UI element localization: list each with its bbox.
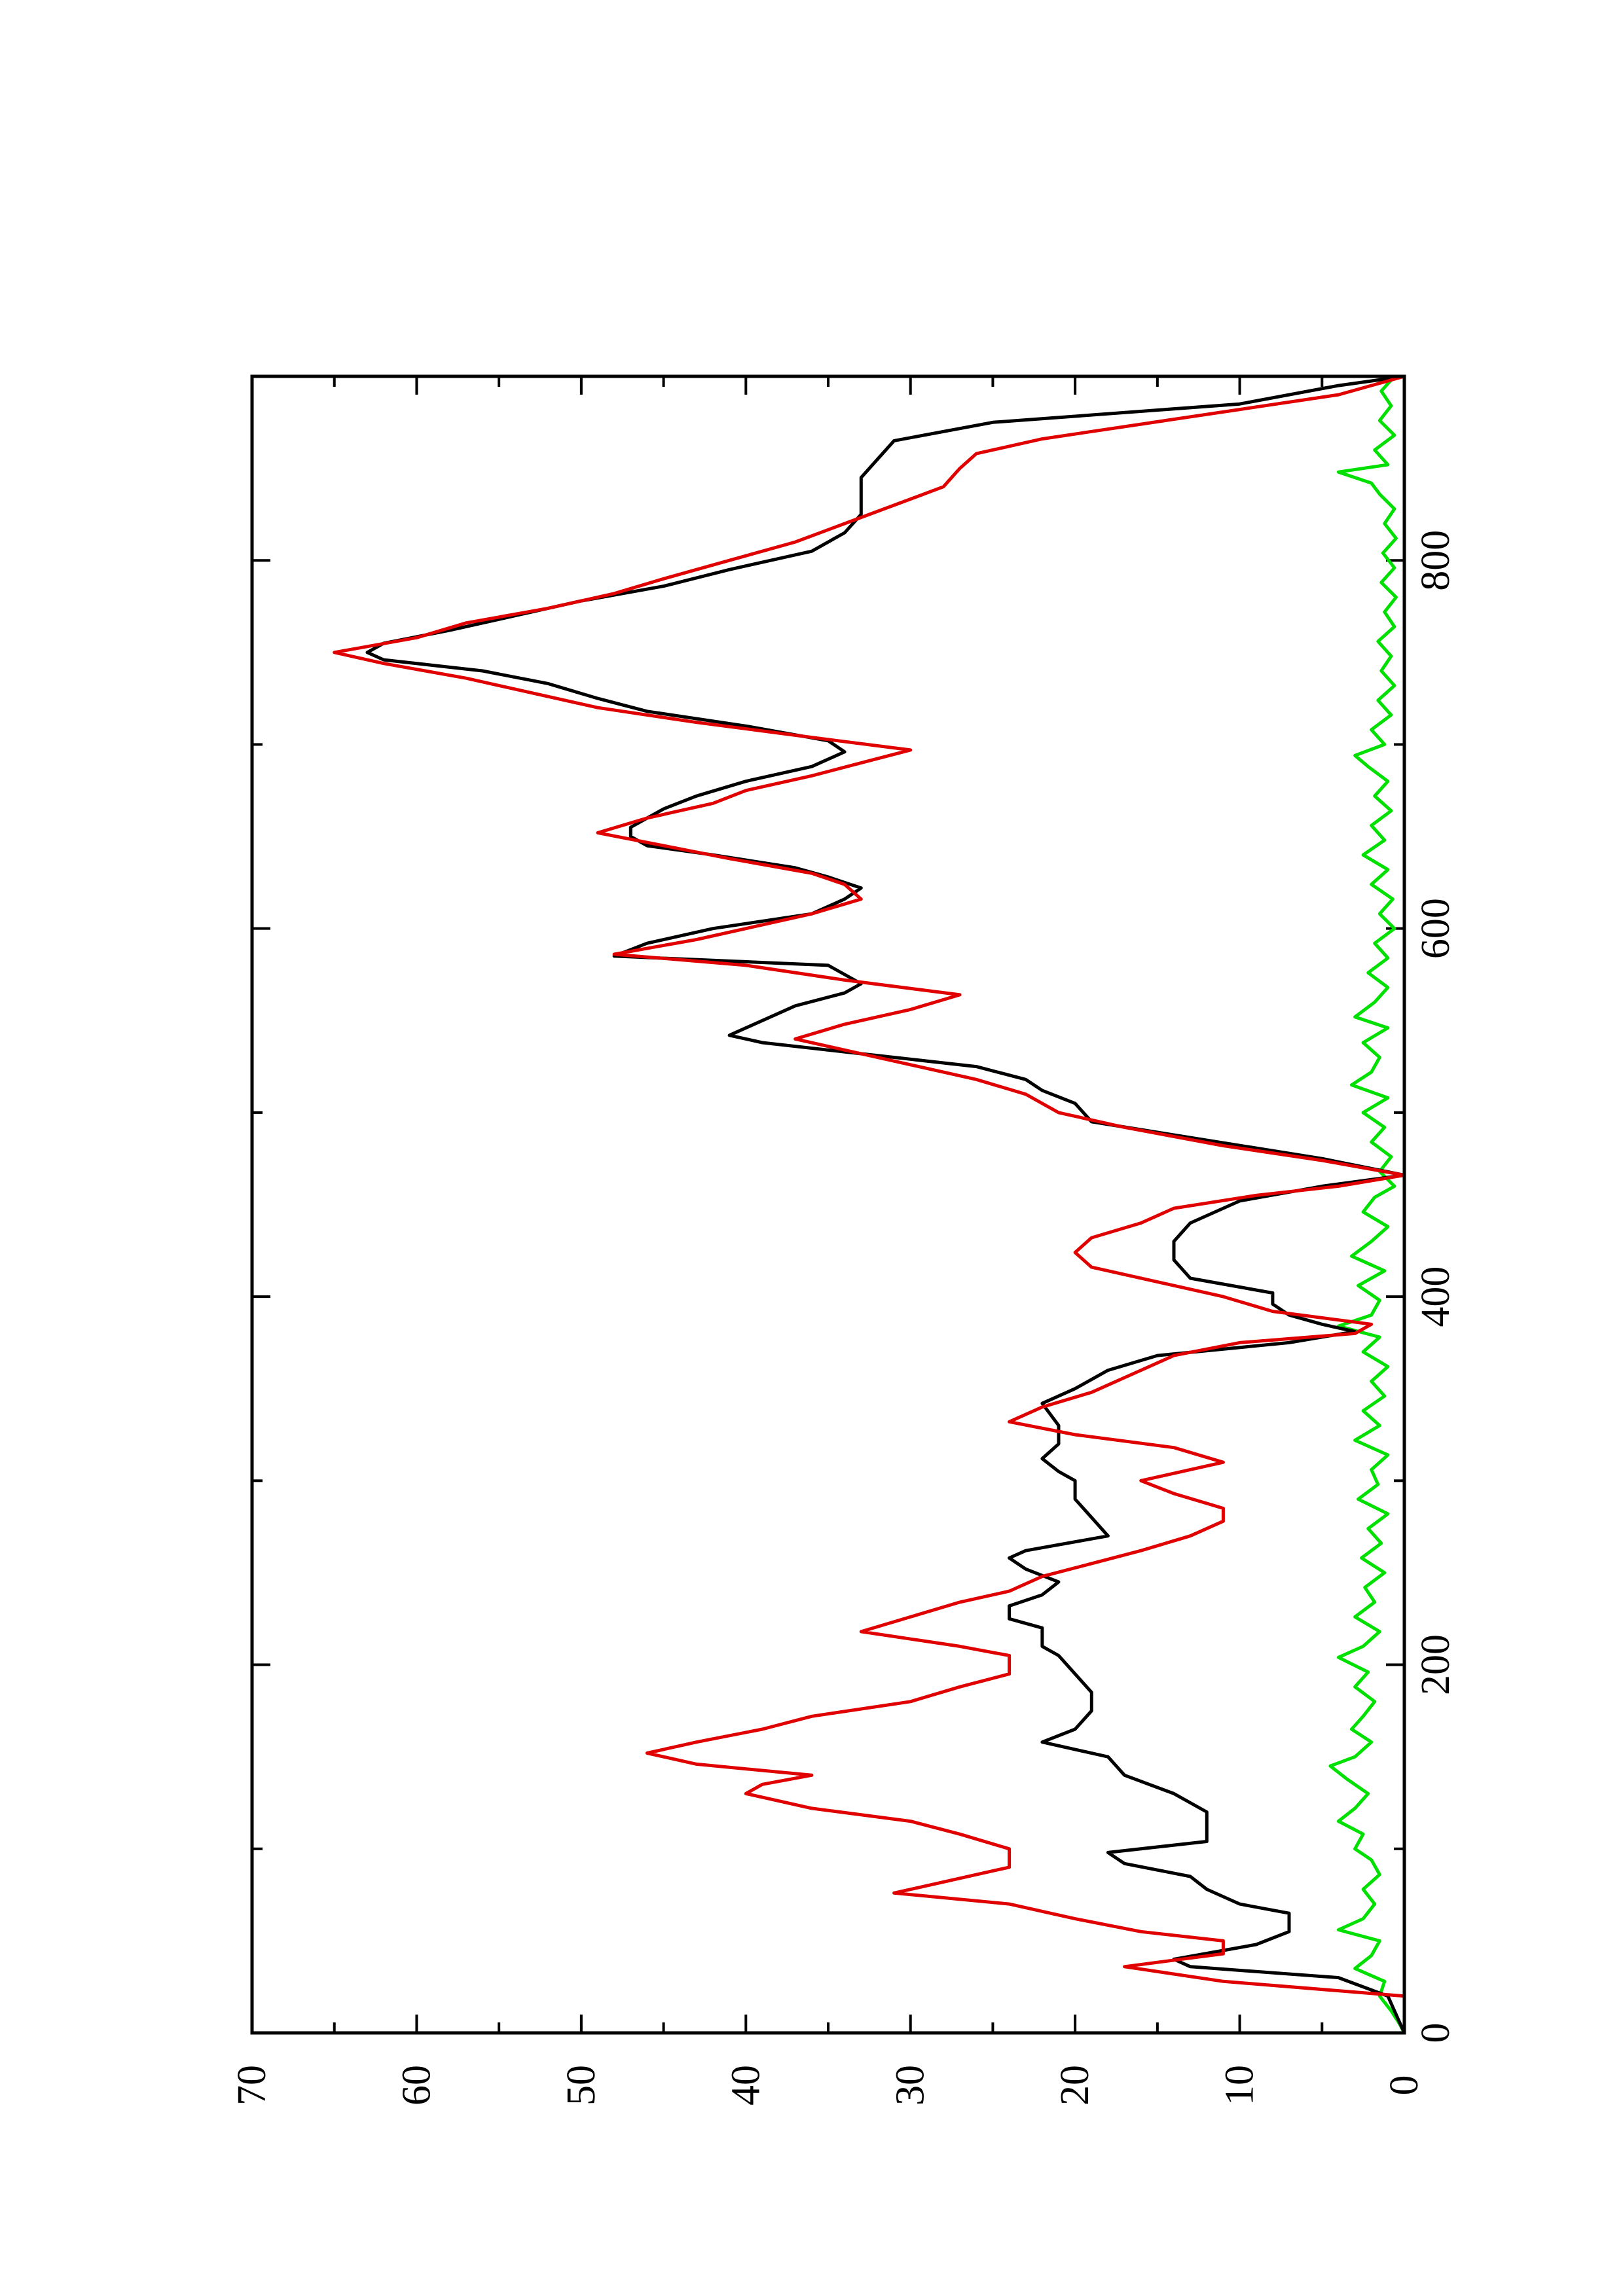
y-tick-label: 10 — [1218, 2065, 1262, 2106]
x-tick-label: 200 — [1413, 1634, 1458, 1695]
y-tick-label: 70 — [230, 2065, 274, 2106]
y-tick-label: 40 — [723, 2065, 768, 2106]
y-tick-label: 0 — [1382, 2075, 1427, 2096]
tick-labels: 0 200 400 600 800 0 10 20 30 40 50 60 70 — [230, 530, 1458, 2106]
x-tick-label: 400 — [1413, 1266, 1458, 1327]
plot-frame — [250, 374, 1406, 2035]
series-line-1 — [333, 374, 1406, 2033]
x-tick-label: 0 — [1413, 2023, 1458, 2043]
series-line-2 — [1328, 375, 1406, 2034]
y-tick-label: 50 — [559, 2065, 604, 2106]
y-tick-label: 20 — [1053, 2065, 1097, 2106]
x-tick-label: 800 — [1413, 530, 1458, 591]
x-tick-label: 600 — [1413, 898, 1458, 959]
y-tick-label: 30 — [888, 2065, 933, 2106]
y-tick-label: 60 — [394, 2065, 439, 2106]
series-group — [333, 374, 1406, 2034]
series-line-0 — [365, 374, 1406, 2034]
